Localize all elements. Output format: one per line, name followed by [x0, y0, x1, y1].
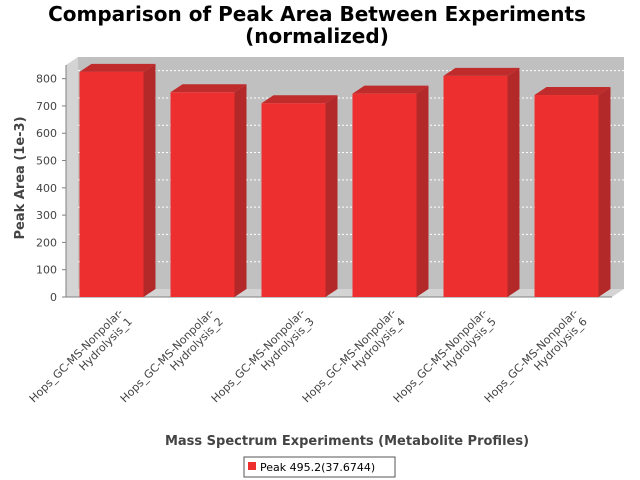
- y-tick-label: 300: [36, 209, 57, 222]
- y-axis-title: Peak Area (1e-3): [13, 116, 28, 239]
- x-axis-title: Mass Spectrum Experiments (Metabolite Pr…: [165, 434, 529, 449]
- bar-front: [170, 92, 235, 297]
- x-category-label-line: Hops_GC-MS-Nonpolar-: [482, 306, 581, 405]
- bar-top: [443, 67, 520, 76]
- y-tick-label: 500: [36, 155, 57, 168]
- bar-side: [507, 67, 520, 297]
- bar: [443, 67, 520, 297]
- bar-top: [170, 84, 247, 93]
- bar-side: [234, 84, 247, 297]
- bar-side: [143, 63, 156, 297]
- x-axis-categories: Hops_GC-MS-Nonpolar-Hydrolysis_1Hops_GC-…: [27, 306, 590, 414]
- y-tick-label: 600: [36, 127, 57, 140]
- chart-title-line-2: (normalized): [245, 24, 389, 48]
- x-category-label-line: Hops_GC-MS-Nonpolar-: [300, 306, 399, 405]
- plot-left-wall: [66, 57, 78, 297]
- x-category-label-line: Hops_GC-MS-Nonpolar-: [391, 306, 490, 405]
- bar-top: [534, 87, 611, 96]
- bar-top: [261, 95, 338, 104]
- bars: [79, 63, 611, 298]
- legend: Peak 495.2(37.6744): [243, 456, 396, 478]
- x-category-label-line: Hops_GC-MS-Nonpolar-: [209, 306, 308, 405]
- bar-front: [534, 95, 599, 297]
- bar-front: [443, 75, 508, 297]
- y-tick-label: 0: [50, 291, 57, 304]
- bar: [261, 95, 338, 297]
- bar-front: [79, 71, 144, 297]
- gridlines: [78, 70, 624, 263]
- bar: [534, 87, 611, 297]
- y-axis-ticks: 0 100 200 300 400 500 600 700 800: [36, 73, 66, 304]
- bar-side: [598, 87, 611, 297]
- bar: [352, 85, 429, 298]
- y-tick-label: 400: [36, 182, 57, 195]
- bar: [79, 63, 156, 297]
- plot-back-wall: [78, 57, 624, 289]
- x-category-label-line: Hops_GC-MS-Nonpolar-: [118, 306, 217, 405]
- bar-front: [352, 93, 417, 298]
- bar-top: [352, 85, 429, 94]
- legend-label: Peak 495.2(37.6744): [260, 461, 375, 474]
- x-category-label-line: Hops_GC-MS-Nonpolar-: [27, 306, 126, 405]
- bar-side: [416, 85, 429, 298]
- y-tick-label: 800: [36, 73, 57, 86]
- x-category-label: Hops_GC-MS-Nonpolar-Hydrolysis_6: [482, 306, 590, 414]
- bar-top: [79, 63, 156, 72]
- legend-box: [243, 456, 396, 478]
- legend-swatch: [248, 462, 256, 470]
- y-tick-label: 700: [36, 100, 57, 113]
- bar-front: [261, 103, 326, 297]
- chart-title-line-1: Comparison of Peak Area Between Experime…: [48, 2, 586, 26]
- y-tick-label: 100: [36, 264, 57, 277]
- bar: [170, 84, 247, 297]
- bar-side: [325, 95, 338, 297]
- y-tick-label: 200: [36, 236, 57, 249]
